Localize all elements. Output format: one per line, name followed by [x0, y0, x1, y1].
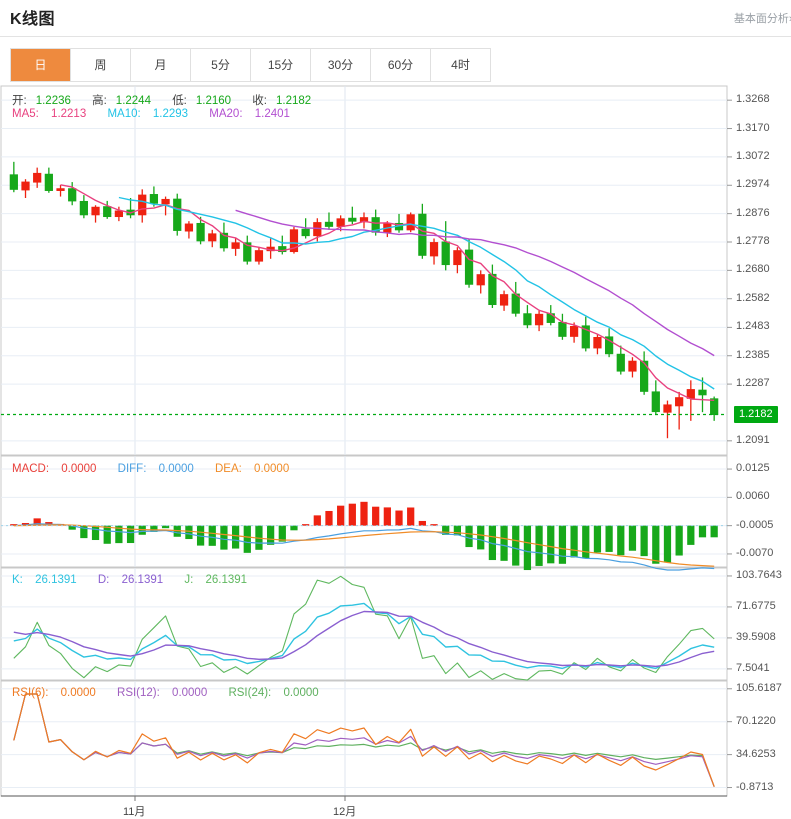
tab-4hour[interactable]: 4时: [431, 49, 491, 81]
tab-month[interactable]: 月: [131, 49, 191, 81]
axis-tick-label: -0.0070: [736, 546, 774, 559]
axis-tick-label: 7.5041: [736, 661, 770, 674]
axis-tick-label: 34.6253: [736, 747, 776, 760]
page-title: K线图: [10, 11, 56, 28]
axis-tick-label: 1.2680: [736, 263, 770, 276]
current-price-badge: 1.2182: [734, 406, 778, 424]
header-divider: [0, 36, 791, 37]
axis-tick-label: 70.1220: [736, 714, 776, 727]
axis-tick-label: 1.2778: [736, 234, 770, 247]
axis-tick-label: 11月: [123, 806, 146, 818]
axis-tick-label: 1.2974: [736, 178, 770, 191]
axis-tick-label: 1.2582: [736, 291, 770, 304]
axis-tick-label: 103.7643: [736, 568, 782, 581]
axis-tick-label: 1.2287: [736, 377, 770, 390]
axis-tick-label: 1.2876: [736, 206, 770, 219]
axis-tick-label: 1.2483: [736, 320, 770, 333]
axis-tick-label: 1.3170: [736, 121, 770, 134]
fundamental-analysis-link[interactable]: 基本面分析»: [733, 13, 791, 25]
axis-tick-label: 0.0060: [736, 490, 770, 503]
axis-tick-label: 1.2385: [736, 348, 770, 361]
tab-week[interactable]: 周: [71, 49, 131, 81]
axis-tick-label: 1.3072: [736, 149, 770, 162]
axis-tick-label: 105.6187: [736, 681, 782, 694]
tab-5min[interactable]: 5分: [191, 49, 251, 81]
chart-canvas[interactable]: [0, 85, 791, 816]
tab-day[interactable]: 日: [11, 49, 71, 81]
axis-tick-label: 12月: [333, 806, 357, 818]
axis-tick-label: 39.5908: [736, 630, 776, 643]
chart-area[interactable]: 开: 1.2236 高: 1.2244 低: 1.2160 收: 1.2182 MA5:…: [0, 85, 791, 818]
page-header: K线图 基本面分析»: [0, 0, 791, 37]
axis-tick-label: 1.2091: [736, 433, 770, 446]
axis-tick-label: 1.3268: [736, 93, 770, 106]
tab-30min[interactable]: 30分: [311, 49, 371, 81]
axis-tick-label: 0.0125: [736, 462, 770, 475]
axis-tick-label: 71.6775: [736, 599, 776, 612]
axis-tick-label: -0.0005: [736, 518, 774, 531]
timeframe-tabbar: 日 周 月 5分 15分 30分 60分 4时: [10, 48, 491, 82]
tab-60min[interactable]: 60分: [371, 49, 431, 81]
axis-tick-label: -0.8713: [736, 780, 774, 793]
tab-15min[interactable]: 15分: [251, 49, 311, 81]
